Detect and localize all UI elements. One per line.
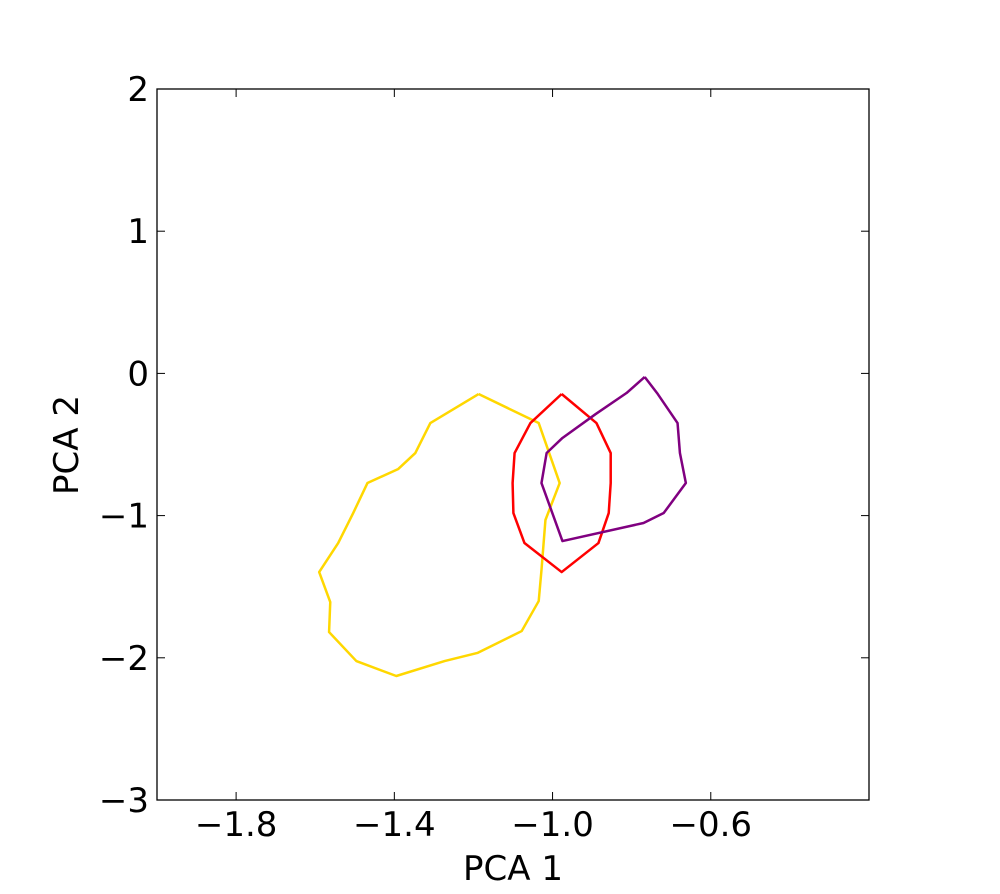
y-tick-label: −2: [99, 639, 149, 679]
y-axis-label: PCA 2: [47, 395, 87, 495]
y-tick-label: −1: [99, 497, 149, 537]
x-tick-label: −1.0: [511, 805, 594, 845]
contour-line: [511, 393, 612, 574]
x-axis-label: PCA 1: [463, 849, 563, 889]
contour-line: [540, 376, 688, 543]
plot-frame: [156, 88, 870, 801]
y-tick-label: 0: [127, 354, 149, 394]
x-tick-label: −1.4: [353, 805, 436, 845]
y-tick-label: 2: [127, 70, 149, 110]
y-tick-label: 1: [127, 212, 149, 252]
x-tick-label: −1.8: [195, 805, 278, 845]
contour-line: [317, 392, 561, 678]
y-tick-label: −3: [99, 781, 149, 821]
x-tick-label: −0.6: [669, 805, 752, 845]
